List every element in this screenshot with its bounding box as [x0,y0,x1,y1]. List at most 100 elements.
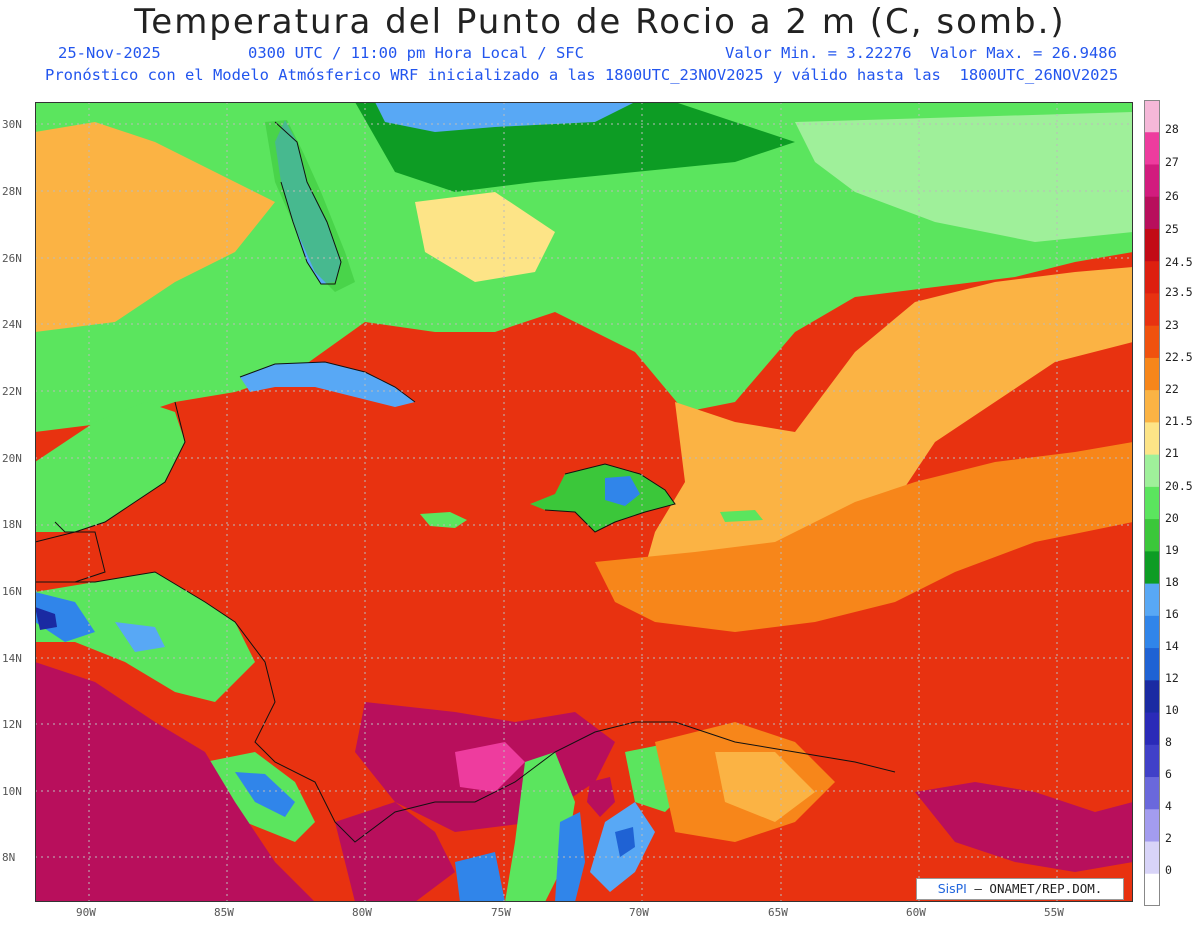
lon-label: 70W [629,906,649,919]
legend-label: 25 [1165,222,1179,236]
legend-swatch [1144,454,1160,488]
legend-swatch [1144,100,1160,133]
legend-label: 10 [1165,703,1179,717]
legend-label: 22.5 [1165,350,1193,364]
lat-label: 28N [2,185,22,198]
legend-label: 28 [1165,122,1179,136]
legend-label: 18 [1165,575,1179,589]
puerto-rico-island [720,510,763,522]
lat-label: 12N [2,718,22,731]
legend-swatch [1144,390,1160,423]
legend-swatch [1144,712,1160,746]
legend-swatch [1144,680,1160,714]
legend-label: 23.5 [1165,285,1193,299]
dewpoint-map [35,102,1133,902]
lon-label: 60W [906,906,926,919]
model-subtitle: Pronóstico con el Modelo Atmósferico WRF… [45,66,1119,84]
legend-label: 24.5 [1165,255,1193,269]
legend-swatch [1144,196,1160,230]
honduras-blue [35,592,95,642]
lat-label: 22N [2,385,22,398]
florida-green [265,120,355,292]
lon-label: 65W [768,906,788,919]
venezuela-yellow [715,752,815,822]
lat-label: 30N [2,118,22,131]
forecast-date: 25-Nov-2025 [58,44,161,62]
forecast-time: 0300 UTC / 11:00 pm Hora Local / SFC [248,44,584,62]
legend-label: 19 [1165,543,1179,557]
legend-label: 16 [1165,607,1179,621]
color-legend [1144,100,1160,906]
legend-label: 20.5 [1165,479,1193,493]
legend-label: 22 [1165,382,1179,396]
north-yellow-region [35,122,275,332]
lat-label: 20N [2,452,22,465]
legend-swatch [1144,486,1160,520]
legend-label: 0 [1165,863,1172,877]
east-orange-band [595,442,1133,632]
min-max-values: Valor Min. = 3.22276 Valor Max. = 26.948… [725,44,1117,62]
legend-label: 21.5 [1165,414,1193,428]
legend-swatch [1144,228,1160,262]
cuba-island [240,362,415,407]
lon-label: 90W [76,906,96,919]
lat-label: 24N [2,318,22,331]
hispaniola-island [530,464,675,532]
lat-label: 26N [2,252,22,265]
legend-swatch [1144,841,1160,875]
lat-label: 8N [2,851,16,864]
legend-swatch [1144,809,1160,843]
legend-swatch [1144,583,1160,617]
legend-label: 26 [1165,189,1179,203]
legend-label: 20 [1165,511,1179,525]
legend-label: 23 [1165,318,1179,332]
lat-label: 14N [2,652,22,665]
legend-label: 2 [1165,831,1172,845]
atlantic-blue-patch [375,102,635,132]
legend-swatch [1144,325,1160,359]
lat-label: 16N [2,585,22,598]
jamaica-island [420,512,467,528]
coastlines [35,121,896,843]
southeast-magenta [915,782,1133,872]
credit-box: SisPI – ONAMET/REP.DOM. [916,878,1124,900]
northwest-yellow [415,192,555,282]
legend-swatch [1144,615,1160,649]
legend-label: 27 [1165,155,1179,169]
magenta-hotspot [455,742,525,792]
legend-swatch [1144,551,1160,585]
graticule [35,102,1133,902]
legend-swatch [1144,261,1160,294]
legend-swatch [1144,422,1160,456]
lon-label: 75W [491,906,511,919]
honduras-dark-blue [35,607,57,630]
legend-label: 14 [1165,639,1179,653]
legend-label: 12 [1165,671,1179,685]
yucatan-green [35,402,185,532]
lon-label: 80W [352,906,372,919]
lon-label: 85W [214,906,234,919]
east-yellow-streak [635,267,1133,622]
legend-label: 21 [1165,446,1179,460]
credit-text: – ONAMET/REP.DOM. [966,881,1103,896]
nicaragua-blue [115,622,165,652]
hispaniola-blue-core [605,476,640,506]
legend-label: 4 [1165,799,1172,813]
andes-dark-blue [615,827,635,857]
legend-swatch [1144,164,1160,198]
legend-swatch [1144,744,1160,778]
legend-label: 6 [1165,767,1172,781]
legend-swatch [1144,777,1160,810]
north-light-green-band [795,112,1133,242]
legend-label: 8 [1165,735,1172,749]
legend-swatch [1144,293,1160,327]
costa-rica-blue [235,772,295,817]
legend-border [1144,100,1160,906]
pacific-magenta-region [35,662,315,902]
legend-swatch [1144,519,1160,552]
legend-swatch [1144,873,1160,906]
sispi-logo: SisPI [937,881,967,896]
legend-swatch [1144,132,1160,165]
lat-label: 10N [2,785,22,798]
lon-label: 55W [1044,906,1064,919]
